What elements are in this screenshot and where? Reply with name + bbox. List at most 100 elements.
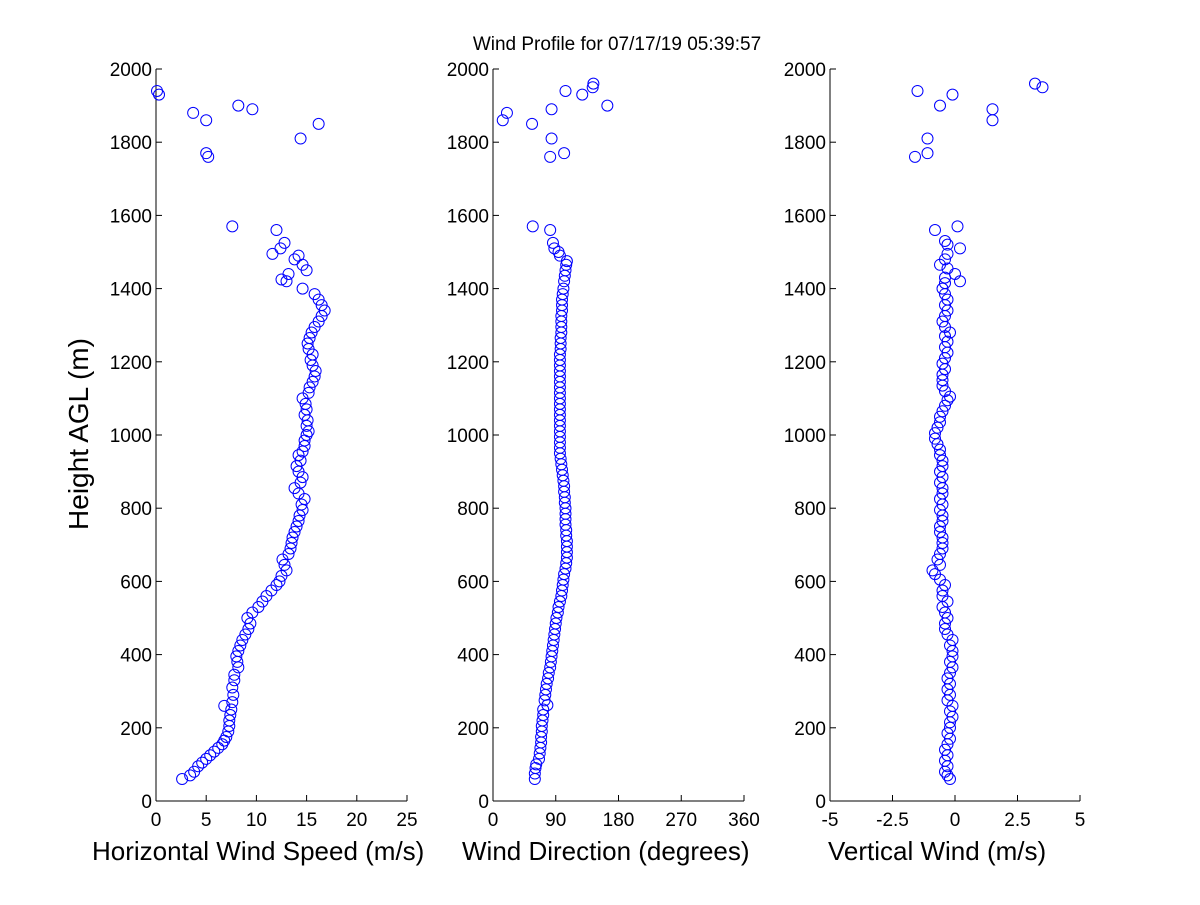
vertical-data-point: [929, 568, 941, 581]
vertical-data-point: [946, 650, 959, 663]
speed-data-point: [296, 282, 309, 295]
vertical-data-point: [954, 242, 966, 255]
vertical-data-point: [936, 454, 949, 467]
vertical-x-tick-label: 2.5: [1004, 810, 1030, 831]
vertical-data-point: [939, 399, 951, 412]
vertical-data-point: [986, 103, 999, 116]
vertical-data-point: [936, 282, 949, 295]
speed-data-point: [278, 558, 291, 571]
speed-data-point: [285, 536, 298, 549]
vertical-data-point: [944, 721, 956, 734]
vertical-data-point: [936, 515, 949, 528]
direction-data-point: [557, 282, 570, 295]
vertical-x-tick-label: 0: [950, 810, 961, 831]
vertical-y-tick-label: 1400: [784, 280, 826, 301]
speed-data-point: [184, 769, 197, 782]
speed-data-point: [295, 498, 308, 511]
speed-data-point: [315, 299, 328, 312]
vertical-data-point: [936, 531, 949, 544]
vertical-data-point: [944, 639, 956, 652]
vertical-data-point: [951, 220, 964, 233]
direction-data-point: [559, 264, 572, 277]
vertical-data-point: [941, 247, 954, 260]
direction-data-point: [545, 132, 558, 145]
speed-data-point: [292, 449, 305, 462]
speed-data-point: [236, 633, 249, 646]
vertical-data-point: [936, 315, 949, 328]
speed-data-point: [208, 745, 221, 758]
vertical-y-tick-label: 1600: [784, 206, 826, 227]
speed-data-point: [303, 381, 316, 394]
speed-data-point: [280, 275, 293, 288]
speed-data-point: [280, 564, 293, 577]
speed-data-point: [309, 364, 322, 377]
direction-data-point: [546, 236, 559, 249]
vertical-data-point: [931, 553, 944, 566]
direction-y-tick-label: 1200: [447, 353, 489, 374]
vertical-data-point: [949, 267, 961, 280]
direction-x-tick-label: 90: [545, 810, 566, 831]
vertical-data-point: [939, 277, 951, 290]
speed-data-point: [239, 628, 252, 641]
speed-data-point: [220, 730, 233, 743]
speed-data-point: [305, 326, 318, 339]
vertical-data-point: [926, 564, 939, 577]
speed-y-tick-label: 600: [120, 572, 152, 593]
vertical-data-point: [944, 655, 956, 668]
speed-data-point: [192, 760, 205, 773]
direction-data-point: [576, 88, 589, 101]
vertical-data-point: [929, 432, 941, 445]
direction-y-tick-label: 1400: [447, 280, 489, 301]
direction-data-point: [526, 117, 539, 130]
figure-title: Wind Profile for 07/17/19 05:39:57: [473, 34, 761, 55]
speed-y-tick-label: 1800: [110, 133, 152, 154]
vertical-x-tick-label: -5: [822, 810, 839, 831]
vertical-data-point: [934, 449, 946, 462]
vertical-data-point: [941, 672, 954, 685]
speed-data-point: [200, 147, 213, 160]
vertical-y-tick-label: 0: [815, 792, 826, 813]
direction-data-point: [586, 81, 599, 94]
speed-x-tick-label: 0: [151, 810, 162, 831]
speed-y-tick-label: 400: [120, 646, 152, 667]
direction-data-point: [552, 601, 565, 614]
speed-data-point: [282, 267, 295, 280]
vertical-data-point: [929, 224, 941, 237]
direction-data-point: [559, 84, 572, 97]
speed-data-point: [200, 114, 213, 127]
vertical-y-tick-label: 1200: [784, 353, 826, 374]
speed-data-point: [212, 741, 225, 754]
direction-y-tick-label: 200: [457, 719, 489, 740]
direction-data-point: [496, 114, 509, 127]
vertical-data-point: [936, 374, 949, 387]
speed-data-point: [318, 304, 331, 317]
direction-y-tick-label: 2000: [447, 60, 489, 81]
speed-data-point: [270, 579, 283, 592]
x-axis-label-direction: Wind Direction (degrees): [462, 836, 750, 866]
vertical-data-point: [909, 150, 921, 163]
speed-data-point: [225, 703, 238, 716]
vertical-x-tick-label: -2.5: [876, 810, 909, 831]
speed-data-point: [282, 547, 295, 560]
vertical-data-point: [941, 628, 954, 641]
vertical-data-point: [939, 235, 951, 248]
vertical-data-point: [941, 394, 954, 407]
vertical-data-point: [936, 405, 949, 418]
vertical-data-point: [1029, 77, 1041, 90]
direction-data-point: [537, 703, 550, 716]
direction-x-tick-label: 0: [488, 810, 499, 831]
vertical-data-point: [946, 88, 959, 101]
vertical-y-tick-label: 200: [794, 719, 826, 740]
speed-data-point: [273, 575, 286, 588]
speed-data-point: [246, 103, 259, 116]
vertical-data-point: [936, 357, 949, 370]
direction-data-point: [528, 767, 541, 780]
speed-y-tick-label: 1400: [110, 280, 152, 301]
speed-data-point: [230, 650, 243, 663]
vertical-data-point: [934, 416, 946, 429]
vertical-data-point: [934, 443, 946, 456]
speed-x-tick-label: 20: [346, 810, 367, 831]
speed-data-point: [226, 681, 239, 694]
